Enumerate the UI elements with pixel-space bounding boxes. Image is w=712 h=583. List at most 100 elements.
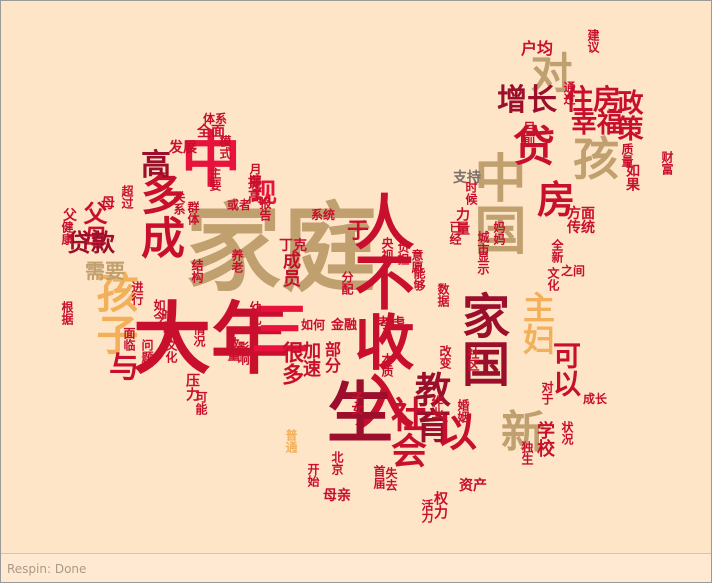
word-cloud-word[interactable]: 意愿 (410, 249, 424, 273)
word-cloud-word[interactable]: 央视 (380, 237, 394, 261)
word-cloud-word[interactable]: 进行 (130, 281, 144, 305)
word-cloud-word[interactable]: 已经 (448, 221, 462, 245)
word-cloud-word[interactable]: 普通 (284, 429, 298, 453)
word-cloud-word[interactable]: 力量 (454, 207, 470, 235)
word-cloud-word[interactable]: 问题 (140, 339, 154, 363)
word-cloud-word[interactable]: 房 (537, 178, 576, 222)
word-cloud-word[interactable]: 住房 (565, 83, 622, 116)
word-cloud-word[interactable]: 中 (181, 126, 241, 196)
word-cloud-word[interactable]: 主妇 (518, 291, 556, 355)
word-cloud-word[interactable]: 金融 (331, 318, 358, 333)
word-cloud-word[interactable]: 如何 (301, 318, 326, 332)
word-cloud-word[interactable]: 与 (103, 351, 138, 381)
word-cloud-word[interactable]: 支持 (453, 170, 481, 186)
word-cloud-word[interactable]: 考虑 (377, 316, 405, 332)
word-cloud-word[interactable]: 提高 (246, 175, 262, 203)
word-cloud-word[interactable]: 压力 (184, 373, 200, 401)
word-cloud-word[interactable]: 养老 (230, 249, 244, 273)
word-cloud-word[interactable]: 本质 (380, 353, 394, 377)
word-cloud-word[interactable]: 如今 (152, 299, 166, 323)
word-cloud-word[interactable]: 可能 (194, 391, 208, 415)
word-cloud-word[interactable]: 全新 (550, 239, 564, 263)
word-cloud-word[interactable]: 母亲 (323, 488, 351, 504)
word-cloud-word[interactable]: 月薪 (248, 163, 262, 187)
word-cloud-word[interactable]: 通过 (562, 81, 576, 105)
word-cloud-word[interactable]: 开始 (306, 463, 320, 487)
word-cloud-word[interactable]: 贷款 (67, 229, 115, 257)
word-cloud-word[interactable]: 权力 (432, 491, 448, 519)
word-cloud-word[interactable]: 家庭 (185, 193, 377, 305)
word-cloud-word[interactable]: 城市 (476, 231, 490, 255)
word-cloud-word[interactable]: 关系 (172, 191, 186, 215)
word-cloud-word[interactable]: 父母 (79, 201, 107, 249)
word-cloud-word[interactable]: 时代 (160, 309, 174, 333)
word-cloud-word[interactable]: 活力 (420, 499, 434, 523)
word-cloud-word[interactable]: 显示 (476, 251, 490, 275)
word-cloud-word[interactable]: 多成 (133, 171, 184, 259)
word-cloud-word[interactable]: 部分 (322, 341, 341, 373)
word-cloud-word[interactable]: 教育 (409, 371, 450, 443)
word-cloud-word[interactable]: 幼儿 (248, 301, 262, 325)
word-cloud-word[interactable]: 资产 (459, 478, 487, 494)
word-cloud-word[interactable]: 主要 (208, 167, 222, 191)
word-cloud-word[interactable]: 人不收入 (344, 191, 414, 431)
word-cloud-word[interactable]: 方面 (567, 206, 595, 222)
word-cloud-word[interactable]: 北京 (330, 451, 344, 475)
word-cloud-word[interactable]: 学校 (534, 421, 555, 457)
word-cloud-word[interactable]: 家国 (453, 291, 509, 387)
word-cloud-word[interactable]: 报告 (258, 197, 272, 221)
word-cloud-word[interactable]: 需要 (85, 259, 125, 283)
word-cloud-word[interactable]: 或者 (227, 198, 252, 212)
word-cloud-word[interactable]: 状况 (560, 421, 574, 445)
word-cloud-word[interactable]: 孩子 (90, 271, 139, 355)
word-cloud-word[interactable]: 时候 (464, 181, 478, 205)
word-cloud-word[interactable]: 作业 (430, 395, 444, 419)
word-cloud-word[interactable]: 以 (430, 411, 476, 451)
word-cloud-word[interactable]: 对 (524, 51, 573, 93)
word-cloud-word[interactable]: 可以 (549, 341, 582, 397)
word-cloud-word[interactable]: 目前 (522, 121, 536, 145)
word-cloud-word[interactable]: 如果 (624, 163, 640, 191)
word-cloud-word[interactable]: 模式 (218, 135, 232, 159)
word-cloud-word[interactable]: 孩 (573, 132, 619, 186)
word-cloud-word[interactable]: 成员 (280, 251, 301, 287)
word-cloud-word[interactable]: 子女 (350, 391, 364, 415)
word-cloud-word[interactable]: 妈妈 (492, 221, 506, 245)
word-cloud-word[interactable]: 面临 (122, 327, 136, 351)
word-cloud-word[interactable]: 文化 (164, 339, 178, 363)
word-cloud-word[interactable]: 户均 (521, 39, 554, 58)
word-cloud-word[interactable]: 财富 (660, 151, 674, 175)
word-cloud-word[interactable]: 增长 (497, 83, 557, 118)
word-cloud-word[interactable]: 文化 (546, 267, 560, 291)
word-cloud-word[interactable]: 政策 (613, 89, 643, 141)
word-cloud-word[interactable]: 情况 (192, 323, 206, 347)
word-cloud-word[interactable]: 传统 (567, 220, 595, 236)
word-cloud-word[interactable]: 中国 (465, 151, 525, 255)
word-cloud-word[interactable]: 根据 (60, 301, 74, 325)
word-cloud-word[interactable]: 分配 (340, 271, 354, 295)
word-cloud-word[interactable]: 大年 (133, 295, 290, 385)
word-cloud-word[interactable]: 负担 (396, 241, 410, 265)
word-cloud-word[interactable]: 群体 (186, 201, 200, 225)
word-cloud-word[interactable]: 发展 (169, 140, 197, 156)
word-cloud-word[interactable]: 质量 (620, 143, 634, 167)
word-cloud-word[interactable]: 失去 (384, 467, 398, 491)
word-cloud-word[interactable]: 影响 (236, 341, 250, 365)
word-cloud-word[interactable]: 新 (501, 407, 545, 458)
word-cloud-word[interactable]: 体系 (203, 112, 228, 126)
word-cloud-word[interactable]: 于 (347, 219, 370, 244)
word-cloud-word[interactable]: 独生 (520, 441, 534, 465)
word-cloud-word[interactable]: 成长 (583, 392, 608, 406)
word-cloud-word[interactable]: 很多 (278, 341, 303, 385)
word-cloud-word[interactable]: 幸福 (571, 109, 624, 139)
word-cloud-word[interactable]: 社区 (466, 347, 480, 371)
word-cloud-word[interactable]: 能够 (412, 267, 426, 291)
word-cloud-word[interactable]: 全面 (197, 124, 225, 140)
word-cloud-word[interactable]: 之间 (561, 264, 586, 278)
word-cloud-word[interactable]: 婚姻 (456, 399, 470, 423)
word-cloud-word[interactable]: 对于 (540, 381, 554, 405)
word-cloud-word[interactable]: 三 (251, 296, 310, 364)
word-cloud-word[interactable]: 贷 (513, 122, 556, 171)
word-cloud-word[interactable]: 社会 (385, 396, 426, 468)
word-cloud-word[interactable]: 生 (327, 375, 393, 452)
